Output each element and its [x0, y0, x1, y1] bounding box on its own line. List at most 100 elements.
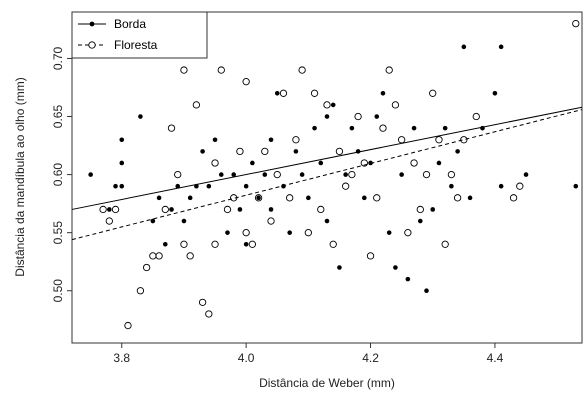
y-tick-label: 0.50	[51, 279, 65, 303]
floresta-point	[397, 136, 406, 144]
floresta-point	[416, 205, 424, 214]
borda-point	[187, 195, 193, 201]
borda-point	[212, 137, 218, 143]
floresta-point	[323, 101, 331, 109]
borda-point	[461, 44, 467, 50]
borda-point	[107, 207, 112, 212]
borda-point	[523, 172, 529, 177]
floresta-point	[180, 240, 188, 248]
floresta-point	[435, 136, 443, 144]
borda-point	[218, 172, 224, 177]
borda-point	[262, 172, 268, 177]
floresta-point	[217, 66, 225, 74]
borda-point	[318, 160, 324, 166]
borda-point	[492, 90, 498, 96]
floresta-point	[111, 205, 120, 214]
floresta-point	[472, 112, 480, 121]
floresta-point	[453, 194, 462, 202]
borda-point	[405, 276, 411, 282]
borda-point	[138, 114, 143, 119]
floresta-point	[124, 321, 132, 330]
borda-point	[162, 241, 168, 247]
floresta-trend-line	[71, 109, 583, 241]
legend: Borda Floresta	[71, 11, 208, 59]
floresta-point	[422, 170, 431, 179]
floresta-point	[254, 194, 263, 202]
borda-point	[293, 149, 299, 154]
borda-point	[119, 160, 125, 166]
x-tick-label: 4.2	[362, 351, 379, 365]
borda-point	[306, 195, 311, 201]
borda-point	[299, 172, 305, 177]
floresta-point	[572, 19, 580, 28]
y-tick-label: 0.65	[51, 105, 65, 129]
borda-point	[268, 207, 274, 212]
floresta-point	[354, 112, 362, 121]
floresta-point	[460, 136, 468, 144]
borda-point	[343, 172, 348, 177]
borda-point	[206, 183, 212, 189]
floresta-point	[99, 205, 107, 214]
borda-point	[243, 241, 249, 247]
borda-point	[119, 137, 125, 143]
borda-point	[386, 230, 392, 235]
borda-point	[374, 114, 380, 119]
borda-point	[237, 207, 243, 212]
points-layer	[88, 19, 580, 330]
floresta-point	[441, 240, 449, 248]
floresta-point	[205, 310, 213, 318]
borda-point	[424, 288, 429, 294]
borda-point	[417, 218, 423, 224]
borda-point	[380, 90, 386, 96]
borda-point	[243, 183, 249, 189]
borda-point	[274, 90, 280, 96]
floresta-point	[211, 159, 219, 167]
borda-point	[231, 172, 237, 177]
y-axis-label: Distância da mandíbula ao olho (mm)	[13, 77, 27, 276]
x-tick-label: 4.0	[238, 351, 255, 365]
x-tick-label: 3.8	[113, 351, 130, 365]
borda-point	[287, 230, 292, 235]
borda-point	[175, 183, 181, 189]
borda-point	[324, 114, 330, 119]
floresta-point	[447, 170, 456, 179]
borda-point	[150, 218, 156, 224]
axis-layer: 3.8 4.0 4.2 4.4 0.50 0.55 0.60 0.65 0.70	[51, 46, 504, 365]
floresta-point	[211, 240, 219, 248]
floresta-point	[180, 66, 188, 74]
borda-point	[393, 265, 398, 270]
floresta-point	[366, 252, 375, 260]
floresta-point	[198, 298, 207, 307]
floresta-point	[286, 194, 294, 202]
borda-point	[113, 183, 118, 189]
legend-borda-marker	[89, 21, 95, 27]
floresta-point	[404, 229, 412, 237]
floresta-point	[149, 252, 157, 260]
borda-point	[349, 125, 355, 131]
floresta-point	[248, 240, 257, 248]
plot-frame	[71, 11, 583, 344]
floresta-point	[261, 147, 269, 156]
borda-point	[449, 183, 454, 189]
legend-floresta-label: Floresta	[114, 38, 158, 52]
borda-point	[250, 160, 255, 166]
borda-point	[169, 207, 174, 212]
borda-point	[442, 125, 448, 131]
floresta-point	[142, 263, 151, 272]
borda-point	[436, 160, 442, 166]
borda-point	[399, 172, 404, 177]
floresta-point	[348, 170, 356, 179]
floresta-point	[317, 205, 325, 214]
floresta-point	[155, 252, 163, 260]
floresta-point	[391, 101, 400, 109]
floresta-point	[304, 229, 312, 237]
floresta-point	[335, 147, 344, 156]
borda-point	[268, 137, 274, 143]
floresta-point	[429, 89, 437, 97]
floresta-point	[379, 124, 387, 132]
borda-point	[225, 230, 230, 235]
floresta-point	[136, 287, 145, 295]
floresta-point	[105, 217, 113, 225]
y-tick-label: 0.60	[51, 163, 65, 187]
